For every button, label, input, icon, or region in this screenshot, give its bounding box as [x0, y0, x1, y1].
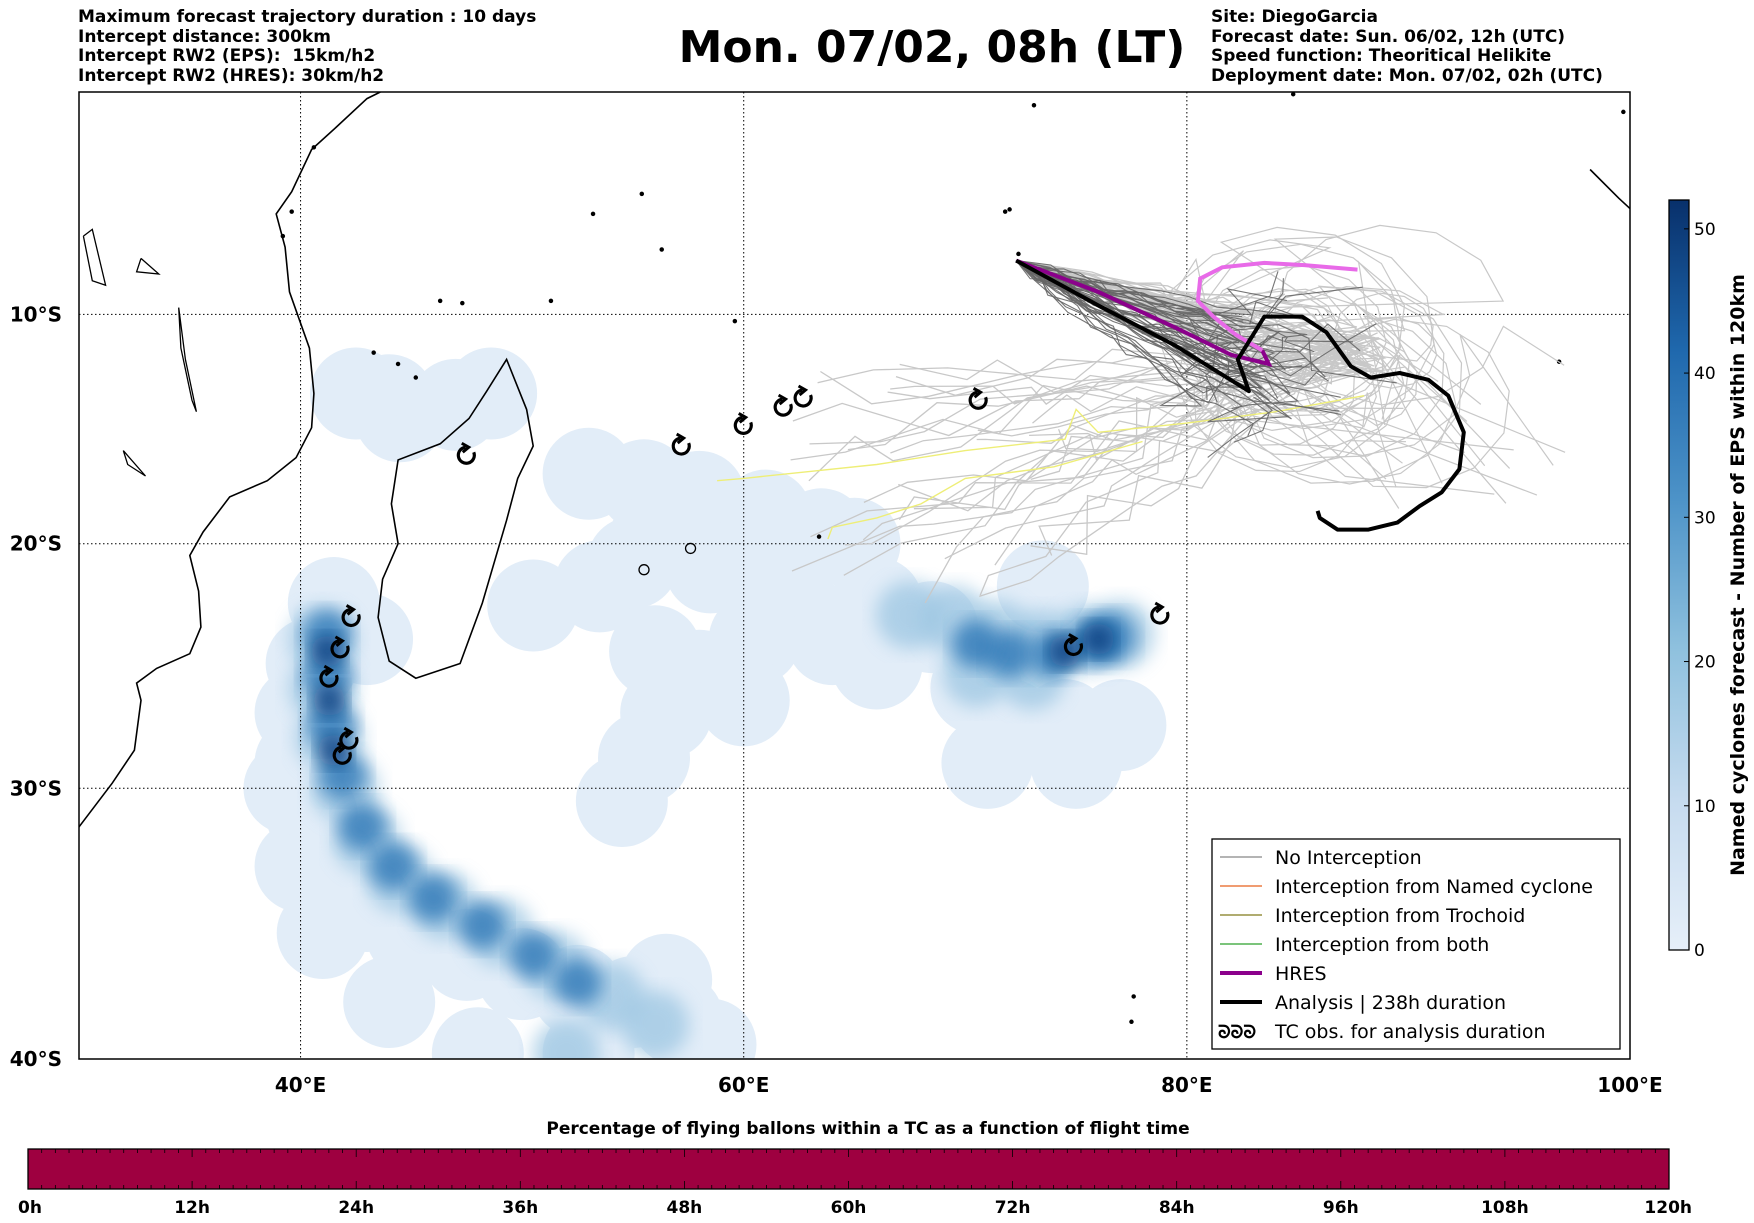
legend-label: TC obs. for analysis duration — [1274, 1021, 1546, 1043]
flight-time-colorbar-title: Percentage of flying ballons within a TC… — [546, 1119, 1189, 1139]
flight-time-tick: 84h — [1159, 1198, 1195, 1218]
lat-label: 10°S — [10, 302, 62, 326]
tc-obs-symbol — [793, 384, 813, 408]
flight-time-colorbar: Percentage of flying ballons within a TC… — [18, 1119, 1692, 1218]
flight-time-tick: 120h — [1644, 1198, 1692, 1218]
tc-obs-symbol — [1063, 633, 1083, 657]
flight-time-tick: 24h — [338, 1198, 374, 1218]
lat-label: 30°S — [10, 776, 62, 800]
colorbar-title: Named cyclones forecast - Number of EPS … — [1727, 274, 1749, 876]
eps-colorbar: 0 10 20 30 40 50 Named cyclones forecast - Num… — [1668, 199, 1749, 961]
lon-label: 80°E — [1161, 1073, 1213, 1097]
flight-time-tick: 72h — [995, 1198, 1031, 1218]
colorbar-tick: 50 — [1694, 220, 1716, 240]
site-line-0: Site: DiegoGarcia — [1211, 7, 1378, 27]
tc-obs-symbol — [968, 386, 988, 410]
legend-label: No Interception — [1275, 847, 1422, 869]
tc-obs-symbol — [330, 635, 350, 659]
legend-label: Interception from both — [1275, 934, 1489, 956]
tc-obs-symbol — [341, 604, 361, 628]
flight-time-tick: 12h — [174, 1198, 210, 1218]
tc-obs-symbol — [671, 432, 691, 456]
lon-label: 60°E — [718, 1073, 770, 1097]
site-line-2: Speed function: Theoritical Helikite — [1211, 46, 1552, 66]
settings-line-3: Intercept RW2 (HRES): 30km/h2 — [78, 65, 385, 86]
tc-obs-symbol — [339, 726, 359, 750]
site-line-3: Deployment date: Mon. 07/02, 02h (UTC) — [1211, 65, 1603, 86]
legend-tc-obs-icon: ᘐᘐᘐ — [1218, 1022, 1256, 1043]
flight-time-tick: 0h — [18, 1198, 42, 1218]
forecast-settings-text: Maximum forecast trajectory duration : 1… — [78, 7, 537, 86]
site-info-text: Site: DiegoGarcia Forecast date: Sun. 06/… — [1211, 7, 1603, 86]
flight-time-tick: 36h — [502, 1198, 538, 1218]
lat-label: 40°S — [10, 1047, 62, 1071]
tc-observations — [319, 384, 1170, 765]
legend-label: Interception from Trochoid — [1275, 905, 1525, 927]
lon-label: 40°E — [275, 1073, 327, 1097]
settings-line-0: Maximum forecast trajectory duration : 1… — [78, 7, 537, 27]
map-title: Mon. 07/02, 08h (LT) — [678, 22, 1186, 73]
tc-obs-symbol — [319, 664, 339, 688]
flight-time-tick: 96h — [1323, 1198, 1359, 1218]
tc-obs-symbol — [733, 412, 753, 435]
lat-label: 20°S — [10, 532, 62, 556]
colorbar-tick: 10 — [1694, 797, 1716, 817]
colorbar-tick: 20 — [1694, 653, 1716, 673]
colorbar-tick: 0 — [1694, 941, 1705, 961]
axis-labels: 10°S 20°S 30°S 40°S 40°E 60°E 80°E 100°E — [10, 302, 1663, 1097]
legend: No Interception Interception from Named c… — [1211, 838, 1621, 1050]
settings-line-1: Intercept distance: 300km — [78, 26, 331, 47]
flight-time-tick: 60h — [831, 1198, 867, 1218]
tc-obs-symbol — [773, 393, 793, 417]
settings-line-2: Intercept RW2 (EPS): 15km/h2 — [78, 46, 376, 66]
legend-box — [1211, 838, 1621, 1050]
flight-time-tick: 108h — [1481, 1198, 1529, 1218]
eps-colorbar-gradient — [1668, 199, 1690, 951]
map-frame — [78, 91, 1631, 1060]
tc-obs-symbol — [1150, 601, 1170, 625]
legend-label: Interception from Named cyclone — [1275, 876, 1593, 898]
lon-label: 100°E — [1597, 1073, 1662, 1097]
coastlines — [79, 92, 1630, 1025]
site-line-1: Forecast date: Sun. 06/02, 12h (UTC) — [1211, 26, 1566, 47]
legend-label: Analysis | 238h duration — [1275, 992, 1506, 1014]
flight-time-tick: 48h — [667, 1198, 703, 1218]
colorbar-tick: 40 — [1694, 364, 1716, 384]
colorbar-tick: 30 — [1694, 508, 1716, 528]
trajectories — [717, 224, 1566, 604]
tc-obs-symbol — [456, 441, 476, 465]
legend-label: HRES — [1275, 963, 1327, 985]
